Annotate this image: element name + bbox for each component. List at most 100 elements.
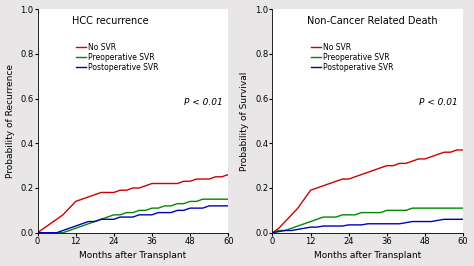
Preoperative SVR: [60, 231, 66, 234]
No SVR: [137, 186, 142, 190]
No SVR: [73, 200, 79, 203]
Postoperative SVR: [378, 222, 383, 225]
No SVR: [181, 180, 187, 183]
Postoperative SVR: [137, 213, 142, 217]
Preoperative SVR: [73, 227, 79, 230]
Postoperative SVR: [301, 227, 307, 230]
Postoperative SVR: [352, 223, 358, 226]
Preoperative SVR: [327, 215, 332, 219]
Postoperative SVR: [162, 211, 167, 214]
Preoperative SVR: [200, 198, 206, 201]
No SVR: [85, 195, 91, 198]
No SVR: [35, 231, 40, 234]
Postoperative SVR: [41, 231, 47, 234]
Postoperative SVR: [384, 222, 390, 225]
Preoperative SVR: [410, 206, 415, 210]
Preoperative SVR: [352, 213, 358, 217]
Postoperative SVR: [314, 226, 320, 229]
No SVR: [79, 198, 85, 201]
No SVR: [441, 151, 447, 154]
No SVR: [187, 180, 193, 183]
Y-axis label: Probability of Survival: Probability of Survival: [240, 71, 249, 171]
Postoperative SVR: [454, 218, 460, 221]
Preoperative SVR: [35, 231, 40, 234]
No SVR: [289, 213, 294, 217]
No SVR: [422, 157, 428, 160]
Postoperative SVR: [371, 222, 377, 225]
Preoperative SVR: [339, 213, 345, 217]
No SVR: [225, 173, 231, 176]
No SVR: [98, 191, 104, 194]
Postoperative SVR: [397, 222, 402, 225]
No SVR: [276, 227, 282, 230]
Preoperative SVR: [276, 229, 282, 232]
Preoperative SVR: [149, 206, 155, 210]
Preoperative SVR: [187, 200, 193, 203]
Preoperative SVR: [454, 206, 460, 210]
Text: P < 0.01: P < 0.01: [419, 98, 457, 107]
No SVR: [384, 164, 390, 167]
Postoperative SVR: [193, 206, 199, 210]
Postoperative SVR: [174, 209, 180, 212]
No SVR: [200, 177, 206, 181]
No SVR: [346, 177, 352, 181]
Postoperative SVR: [346, 223, 352, 226]
Line: No SVR: No SVR: [273, 150, 463, 233]
Preoperative SVR: [397, 209, 402, 212]
Postoperative SVR: [54, 231, 59, 234]
No SVR: [162, 182, 167, 185]
No SVR: [391, 164, 396, 167]
Postoperative SVR: [85, 220, 91, 223]
Postoperative SVR: [410, 220, 415, 223]
Postoperative SVR: [124, 215, 129, 219]
Postoperative SVR: [460, 218, 466, 221]
Postoperative SVR: [66, 227, 72, 230]
Preoperative SVR: [213, 198, 219, 201]
No SVR: [447, 151, 453, 154]
Preoperative SVR: [85, 222, 91, 225]
Preoperative SVR: [428, 206, 434, 210]
Preoperative SVR: [378, 211, 383, 214]
Postoperative SVR: [391, 222, 396, 225]
Preoperative SVR: [283, 229, 288, 232]
Preoperative SVR: [118, 213, 123, 217]
Preoperative SVR: [162, 204, 167, 207]
Postoperative SVR: [422, 220, 428, 223]
No SVR: [118, 189, 123, 192]
Legend: No SVR, Preoperative SVR, Postoperative SVR: No SVR, Preoperative SVR, Postoperative …: [76, 42, 159, 73]
No SVR: [111, 191, 117, 194]
Postoperative SVR: [295, 228, 301, 231]
No SVR: [403, 162, 409, 165]
Postoperative SVR: [130, 215, 136, 219]
Preoperative SVR: [193, 200, 199, 203]
No SVR: [333, 180, 339, 183]
Postoperative SVR: [447, 218, 453, 221]
Postoperative SVR: [359, 223, 365, 226]
No SVR: [301, 198, 307, 201]
Postoperative SVR: [168, 211, 174, 214]
Preoperative SVR: [346, 213, 352, 217]
Postoperative SVR: [435, 219, 440, 222]
Preoperative SVR: [365, 211, 371, 214]
Postoperative SVR: [339, 225, 345, 228]
No SVR: [219, 175, 225, 178]
Y-axis label: Probability of Recurrence: Probability of Recurrence: [6, 64, 15, 178]
Line: Postoperative SVR: Postoperative SVR: [273, 219, 463, 233]
Preoperative SVR: [41, 231, 47, 234]
No SVR: [66, 206, 72, 210]
No SVR: [168, 182, 174, 185]
Postoperative SVR: [98, 218, 104, 221]
Postoperative SVR: [276, 230, 282, 233]
Preoperative SVR: [416, 206, 421, 210]
No SVR: [314, 186, 320, 190]
Postoperative SVR: [270, 231, 275, 234]
X-axis label: Months after Transplant: Months after Transplant: [79, 251, 186, 260]
Postoperative SVR: [206, 204, 212, 207]
No SVR: [428, 155, 434, 158]
Preoperative SVR: [391, 209, 396, 212]
Postoperative SVR: [308, 226, 313, 229]
No SVR: [213, 175, 219, 178]
No SVR: [54, 218, 59, 221]
Postoperative SVR: [428, 220, 434, 223]
Preoperative SVR: [225, 198, 231, 201]
